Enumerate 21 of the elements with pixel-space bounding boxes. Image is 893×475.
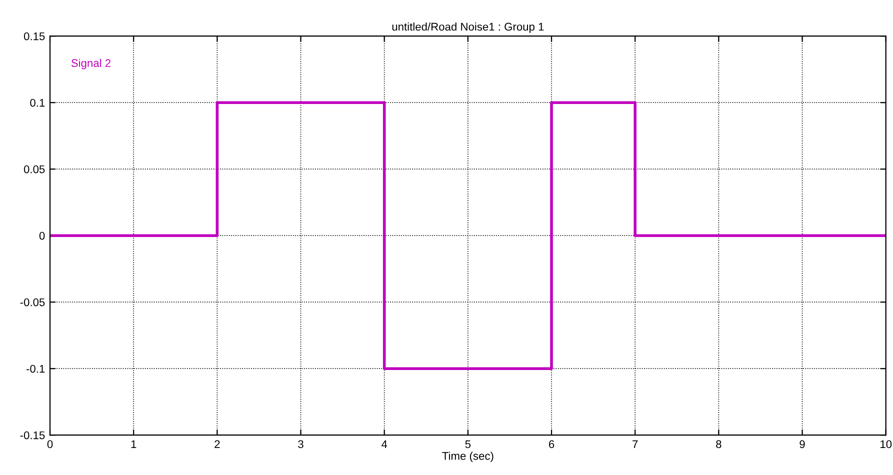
- x-tick-label: 0: [47, 440, 53, 448]
- y-tick-label: 0.15: [24, 32, 45, 40]
- x-tick-label: 9: [800, 440, 805, 448]
- x-axis-title: Time (sec): [442, 452, 494, 462]
- x-tick-label: 4: [382, 440, 388, 448]
- text: Signal 2: [71, 58, 110, 70]
- x-tick-label: 5: [465, 440, 471, 448]
- y-tick-label: 0: [39, 232, 45, 240]
- x-tick-label: 6: [548, 440, 554, 448]
- x-tick-label: 10: [880, 440, 892, 448]
- x-tick-label: 3: [298, 440, 304, 448]
- y-tick-label: -0.1: [26, 364, 45, 373]
- y-tick-label: 0.05: [24, 165, 45, 174]
- x-tick-label: 8: [716, 440, 722, 448]
- x-tick-label: 7: [632, 440, 638, 448]
- x-tick-label: 2: [214, 440, 220, 448]
- x-tick-label: 1: [131, 440, 136, 448]
- y-tick-label: 0.1: [30, 98, 45, 107]
- y-tick-label: -0.15: [20, 431, 45, 440]
- chart-title: untitled/Road Noise1 : Group 1: [392, 22, 544, 33]
- y-tick-label: -0.05: [20, 298, 45, 306]
